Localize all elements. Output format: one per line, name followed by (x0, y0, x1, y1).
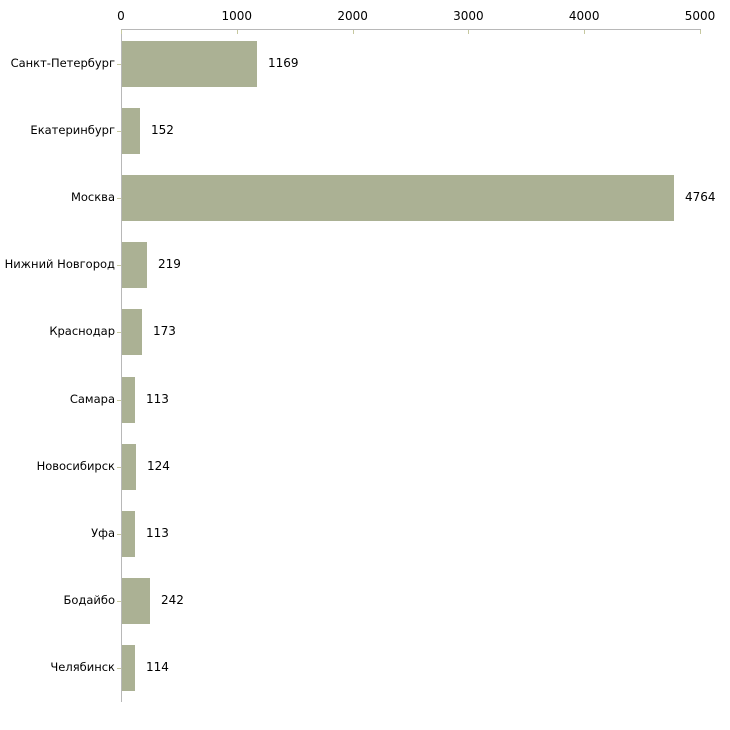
y-axis-tick-mark (117, 668, 121, 669)
bar (122, 511, 135, 557)
x-axis-tick-mark (700, 30, 701, 34)
category-label: Новосибирск (36, 459, 115, 473)
bar (122, 41, 257, 87)
bar (122, 377, 135, 423)
y-axis-tick-mark (117, 601, 121, 602)
bar (122, 175, 674, 221)
bar (122, 578, 150, 624)
y-axis-tick-mark (117, 265, 121, 266)
x-axis-tick-mark (352, 30, 354, 34)
bar-value-label: 219 (158, 257, 181, 271)
bar-value-label: 114 (146, 660, 169, 674)
y-axis-tick-mark (117, 400, 121, 401)
x-axis-tick-label: 4000 (568, 9, 600, 23)
category-label: Екатеринбург (30, 123, 115, 137)
bar-value-label: 1169 (268, 56, 299, 70)
bar-value-label: 173 (153, 324, 176, 338)
category-label: Челябинск (50, 660, 115, 674)
y-axis-tick-mark (117, 198, 121, 199)
y-axis-line (121, 30, 122, 702)
x-axis-tick-label: 0 (117, 9, 125, 23)
x-axis-tick-label: 2000 (337, 9, 368, 23)
category-label: Уфа (91, 526, 115, 540)
bar (122, 444, 136, 490)
bar (122, 645, 135, 691)
y-axis-tick-mark (117, 332, 121, 333)
category-label: Санкт-Петербург (10, 56, 115, 70)
category-label: Нижний Новгород (4, 257, 115, 271)
y-axis-tick-mark (117, 534, 121, 535)
x-axis-tick-label: 3000 (453, 9, 484, 23)
bar-value-label: 242 (161, 593, 184, 607)
category-label: Самара (69, 392, 115, 406)
x-axis-tick-label: 5000 (684, 9, 716, 23)
bar (122, 309, 142, 355)
category-label: Москва (70, 190, 115, 204)
y-axis-tick-mark (117, 467, 121, 468)
bar (122, 242, 147, 288)
y-axis-tick-mark (117, 64, 121, 65)
bar-value-label: 152 (151, 123, 174, 137)
x-axis-tick-label: 1000 (221, 9, 253, 23)
x-axis-line (121, 29, 701, 30)
x-axis-tick-mark (584, 30, 586, 34)
bar-value-label: 113 (146, 392, 169, 406)
x-axis-tick-mark (121, 30, 122, 34)
bar-value-label: 4764 (685, 190, 716, 204)
category-label: Краснодар (49, 324, 115, 338)
bar-value-label: 113 (146, 526, 169, 540)
x-axis-tick-mark (468, 30, 470, 34)
x-axis-tick-mark (236, 30, 238, 34)
category-label: Бодайбо (63, 593, 115, 607)
bar (122, 108, 140, 154)
bar-value-label: 124 (147, 459, 170, 473)
y-axis-tick-mark (117, 131, 121, 132)
